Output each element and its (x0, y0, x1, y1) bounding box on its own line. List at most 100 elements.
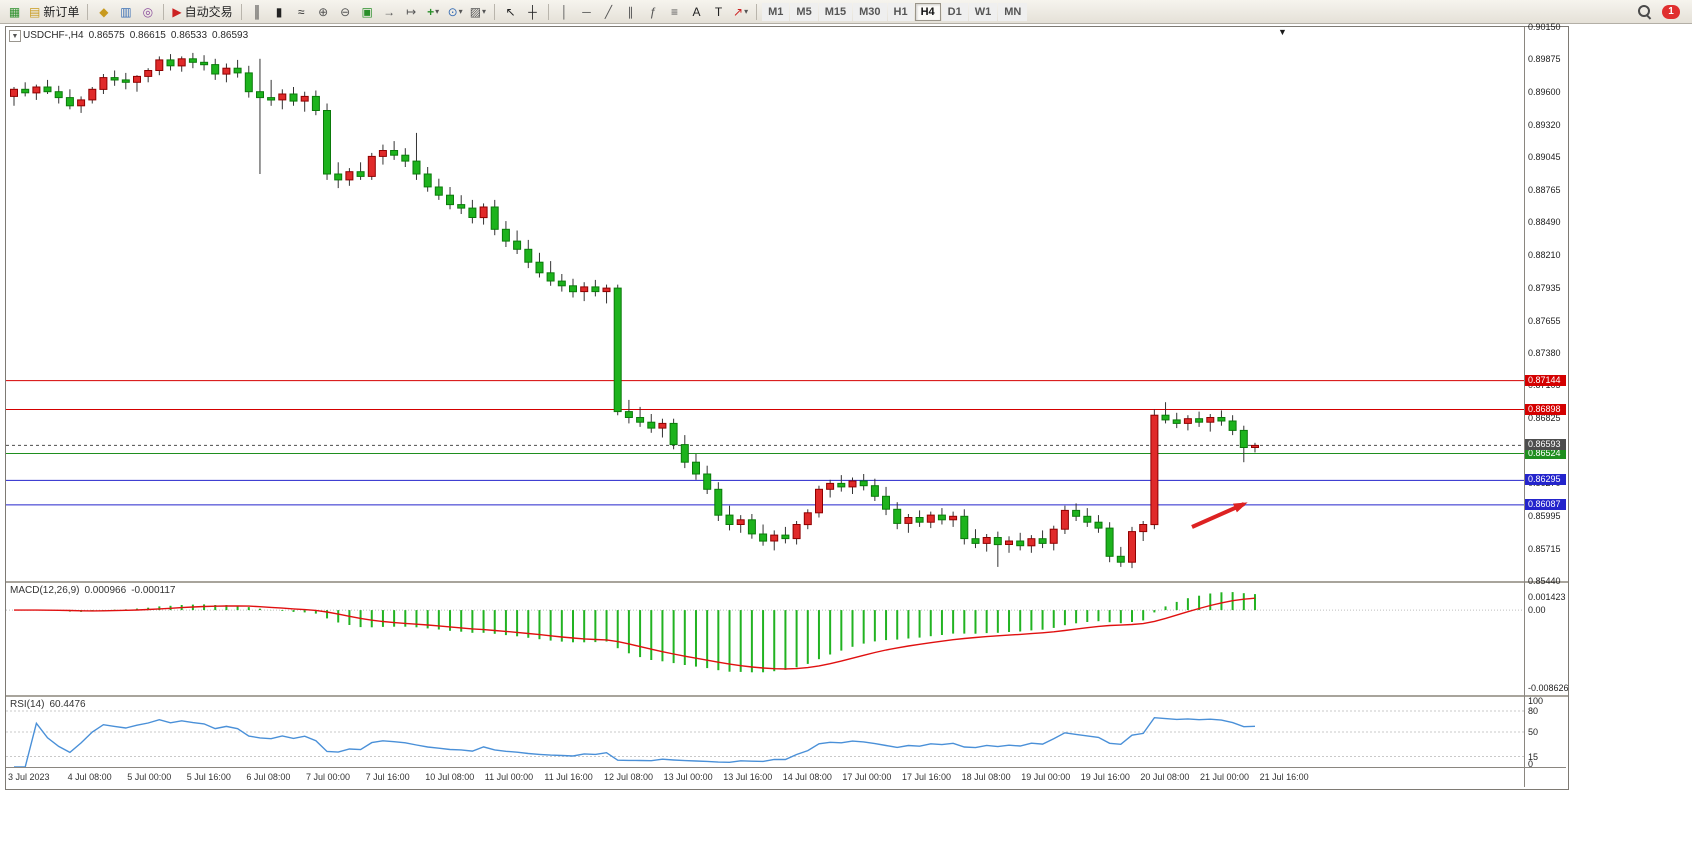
auto-trading-label: 自动交易 (184, 5, 233, 19)
y-axis-tick-label: 0.89600 (1528, 86, 1561, 97)
search-icon[interactable] (1637, 4, 1652, 19)
time-axis-label: 21 Jul 16:00 (1259, 772, 1309, 782)
chart-shift-button[interactable]: ↦ (401, 2, 422, 22)
trendline-tool-button[interactable]: ╱ (598, 2, 619, 22)
ohlc-open: 0.86575 (88, 30, 125, 41)
time-axis-label: 6 Jul 08:00 (246, 772, 291, 782)
timeframe-button-w1[interactable]: W1 (968, 2, 998, 21)
zoom-in-button[interactable]: ⊕ (313, 2, 334, 22)
time-axis-label: 13 Jul 00:00 (663, 772, 713, 782)
macd-panel-canvas[interactable] (6, 583, 1524, 695)
time-axis-label: 7 Jul 00:00 (306, 772, 351, 782)
timeframe-button-m1[interactable]: M1 (762, 2, 790, 21)
arrows-tool-button[interactable]: ↗ ▾ (730, 2, 751, 22)
price-chart-panel: USDCHF-,H4 0.86575 0.86615 0.86533 0.865… (6, 27, 1524, 581)
y-axis-tick-label: 0.85995 (1528, 510, 1561, 521)
toolbar-separator (240, 3, 242, 20)
horizontal-level-lines[interactable] (6, 380, 1524, 506)
y-axis-tick-label: -0.008626 (1528, 683, 1569, 693)
auto-trading-button[interactable]: ▶ 自动交易 (169, 2, 235, 22)
market-watch-icon: ◆ (99, 4, 109, 19)
macd-main-value: 0.000966 (84, 585, 127, 596)
rsi-indicator-name: RSI(14) (10, 699, 45, 710)
rsi-panel-canvas[interactable] (6, 697, 1524, 767)
y-axis-tick-label: 15 (1528, 751, 1539, 762)
y-axis-tick-label: 80 (1528, 706, 1539, 716)
notification-badge[interactable]: 1 (1662, 4, 1680, 19)
timeframe-button-h4[interactable]: H4 (914, 2, 941, 21)
macd-histogram (24, 592, 1256, 673)
rsi-panel: RSI(14) 60.4476 (6, 697, 1524, 767)
chart-bars-button[interactable]: ║ (247, 2, 268, 22)
templates-button[interactable]: ▨ ▾ (467, 2, 489, 22)
toolbar-separator (87, 3, 89, 20)
timeframe-button-m30[interactable]: M30 (853, 2, 887, 21)
new-order-button[interactable]: ▤ 新订单 (26, 2, 82, 22)
y-axis-tick-label: 0.88210 (1528, 250, 1561, 261)
market-watch-button[interactable]: ◆ (93, 2, 114, 22)
price-line-label: 0.86087 (1525, 498, 1566, 510)
panel-splitter[interactable] (6, 695, 1568, 697)
timeframe-button-mn[interactable]: MN (998, 2, 1028, 21)
new-chart-button[interactable]: ▦ (4, 2, 25, 22)
fibonacci-icon: ƒ (649, 4, 656, 19)
one-click-trading-toggle[interactable]: ▼ (9, 30, 21, 42)
chart-shift-marker[interactable]: ▼ (1278, 27, 1287, 37)
text-label-tool-button[interactable]: T (708, 2, 729, 22)
time-axis-label: 7 Jul 16:00 (365, 772, 410, 782)
arrow-annotation-head (1233, 502, 1248, 513)
periods-button[interactable]: ⊙ ▾ (445, 2, 466, 22)
cursor-tool-button[interactable]: ↖ (500, 2, 521, 22)
rsi-value: 60.4476 (49, 699, 86, 710)
time-axis-label: 19 Jul 00:00 (1021, 772, 1071, 782)
dropdown-arrow-icon: ▾ (458, 7, 463, 16)
vertical-line-tool-button[interactable]: │ (554, 2, 575, 22)
price-chart-canvas[interactable] (6, 27, 1524, 581)
y-axis-tick-label: 0.001423 (1528, 592, 1566, 603)
timeframe-button-d1[interactable]: D1 (941, 2, 968, 21)
indicators-button[interactable]: + ▾ (423, 2, 444, 22)
chart-line-button[interactable]: ≈ (291, 2, 312, 22)
text-tool-button[interactable]: A (686, 2, 707, 22)
profiles-button[interactable]: ▥ (115, 2, 136, 22)
time-axis-label: 17 Jul 16:00 (902, 772, 952, 782)
shapes-tool-button[interactable]: ≡ (664, 2, 685, 22)
zoom-out-button[interactable]: ⊖ (335, 2, 356, 22)
rsi-line (14, 716, 1256, 767)
tile-windows-button[interactable]: ▣ (357, 2, 378, 22)
time-axis-label: 20 Jul 08:00 (1140, 772, 1190, 782)
horizontal-line-tool-button[interactable]: ─ (576, 2, 597, 22)
y-axis-tick-label: 0.89045 (1528, 152, 1561, 162)
candles-group (10, 52, 1259, 569)
navigator-button[interactable]: ◎ (137, 2, 158, 22)
y-axis-tick-label: 0.87655 (1528, 315, 1561, 326)
time-axis-label: 4 Jul 08:00 (67, 772, 112, 782)
y-axis-tick-label: 0.00 (1528, 605, 1546, 616)
dropdown-arrow-icon: ▾ (435, 7, 440, 16)
timeframe-button-h1[interactable]: H1 (887, 2, 914, 21)
toolbar-separator (548, 3, 550, 20)
channel-tool-button[interactable]: ∥ (620, 2, 641, 22)
macd-signal-line (14, 597, 1256, 670)
time-axis-label: 18 Jul 08:00 (961, 772, 1011, 782)
timeframe-button-m5[interactable]: M5 (790, 2, 818, 21)
navigator-icon: ◎ (142, 4, 154, 19)
time-axis-label: 17 Jul 00:00 (842, 772, 892, 782)
ohlc-close: 0.86593 (212, 30, 249, 41)
auto-scroll-button[interactable]: → (379, 2, 400, 22)
price-line-label: 0.86593 (1525, 439, 1566, 451)
time-axis-label: 5 Jul 16:00 (186, 772, 231, 782)
panel-splitter[interactable] (6, 581, 1568, 583)
crosshair-tool-button[interactable]: ┼ (522, 2, 543, 22)
toolbar-right-group: 1 (1637, 4, 1688, 19)
cursor-icon: ↖ (505, 4, 516, 19)
time-axis[interactable]: 3 Jul 2023 4 Jul 08:00 5 Jul 00:00 5 Jul 16… (6, 767, 1566, 788)
price-axis[interactable]: 0.90150 0.89875 0.89600 0.89320 0.89045 0.887… (1524, 22, 1569, 787)
fibonacci-tool-button[interactable]: ƒ (642, 2, 663, 22)
timeframe-button-m15[interactable]: M15 (818, 2, 853, 21)
time-axis-label: 21 Jul 00:00 (1200, 772, 1250, 782)
chart-candles-button[interactable]: ▮ (269, 2, 290, 22)
template-icon: ▨ (469, 4, 482, 19)
toolbar-separator (494, 3, 496, 20)
chart-shift-icon: ↦ (406, 4, 417, 19)
